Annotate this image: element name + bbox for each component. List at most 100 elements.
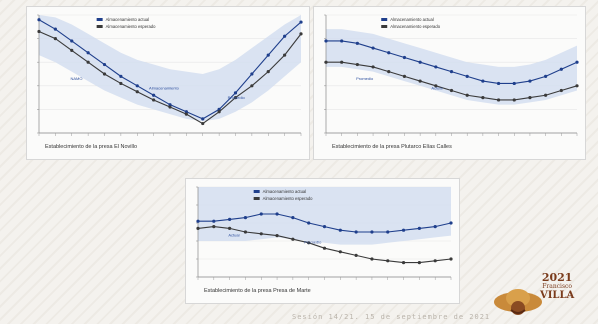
series-point-1 [37,29,41,34]
series-point-0 [119,74,123,78]
annotation-label: Actual [431,85,442,90]
series-point-0 [402,55,407,60]
series-point-0 [168,103,172,107]
series-point-1 [575,84,579,88]
annotation-label: Actual [228,233,239,238]
series-point-0 [307,221,311,225]
legend-label: Almacenamiento esperado [106,24,156,29]
series-point-1 [371,65,375,69]
legend-swatch [253,190,260,193]
series-point-1 [228,226,232,230]
series-point-1 [259,232,263,236]
legend-swatch [381,25,388,28]
chart-title: Establecimiento de la presa El Novillo [45,144,137,150]
chart-panel-novillo: Almacenamiento actual Almacenamiento espe… [26,6,310,160]
series-point-1 [449,88,454,93]
series-point-1 [152,98,156,102]
series-point-1 [481,96,485,100]
series-point-1 [307,241,311,245]
series-point-0 [70,39,74,43]
series-point-1 [528,96,532,100]
legend-label: Almacenamiento actual [106,17,150,22]
series-point-1 [135,90,139,94]
series-point-1 [217,110,221,114]
range-band [326,29,577,105]
series-point-1 [340,60,344,64]
series-point-0 [371,46,375,50]
logo-surname: VILLA [540,290,575,301]
series-point-1 [559,88,563,93]
annotation-label: Promedio [228,95,246,100]
sombrero-portrait-icon [494,289,542,315]
series-point-0 [575,60,579,64]
series-point-0 [283,34,287,38]
series-point-0 [152,93,156,97]
series-point-0 [355,41,359,45]
legend-swatch [96,25,103,28]
series-point-1 [53,37,57,41]
series-point-0 [370,230,374,234]
annotation-label: Promedio [356,76,374,81]
series-point-0 [544,74,548,78]
logo-year: 2021 [541,271,573,284]
range-band [198,187,451,245]
series-point-1 [86,60,90,64]
series-point-0 [291,216,295,220]
series-point-0 [338,228,342,232]
series-point-1 [496,98,501,102]
series-point-1 [70,48,74,53]
legend-label: Almacenamiento actual [263,189,307,194]
series-point-0 [322,225,327,229]
series-point-0 [212,219,216,223]
chart-panel-plutarco: Almacenamiento actual Almacenamiento espe… [313,6,586,160]
series-point-1 [275,234,279,238]
legend-swatch [96,18,103,21]
series-point-1 [291,237,295,241]
series-point-1 [338,250,342,254]
series-point-0 [266,53,270,57]
series-point-0 [184,110,188,114]
series-point-0 [340,39,344,43]
series-point-0 [465,74,469,78]
series-point-0 [386,230,390,234]
footer-caption: Sesión 14/21. 15 de septiembre de 2021 [292,313,491,321]
series-point-0 [201,117,205,121]
chart-panel-marte: Almacenamiento actual Almacenamiento espe… [185,178,460,304]
series-point-1 [370,257,374,261]
series-point-1 [168,105,172,109]
series-point-0 [259,212,263,216]
series-point-0 [449,70,454,74]
series-point-1 [418,79,422,83]
series-point-0 [496,81,501,86]
series-point-1 [322,246,327,250]
series-point-0 [243,216,248,220]
series-point-1 [402,74,407,78]
series-point-1 [433,259,437,263]
series-point-1 [243,230,248,234]
series-point-0 [196,219,200,223]
series-point-0 [512,81,516,86]
series-point-1 [386,259,390,263]
series-point-0 [528,79,532,83]
legend-swatch [381,18,388,21]
legend-label: Almacenamiento esperado [263,196,313,201]
series-point-0 [433,225,437,229]
series-point-1 [283,53,287,57]
series-point-1 [387,70,391,74]
series-point-0 [449,221,453,225]
logo-wordmark: 2021 Francisco VILLA [540,272,574,301]
logo-name: Francisco [542,283,573,290]
series-point-1 [212,225,216,229]
series-point-1 [250,84,254,88]
chart-svg: Almacenamiento actual Almacenamiento espe… [37,14,303,150]
series-point-1 [417,261,421,265]
series-point-0 [481,79,485,83]
range-band [39,15,301,122]
series-point-0 [401,228,406,232]
series-point-0 [418,60,422,64]
series-point-0 [250,72,254,76]
series-point-0 [417,226,421,230]
annotation-label: Almacenamiento [149,85,180,90]
series-point-0 [387,51,391,55]
series-point-1 [465,93,469,97]
